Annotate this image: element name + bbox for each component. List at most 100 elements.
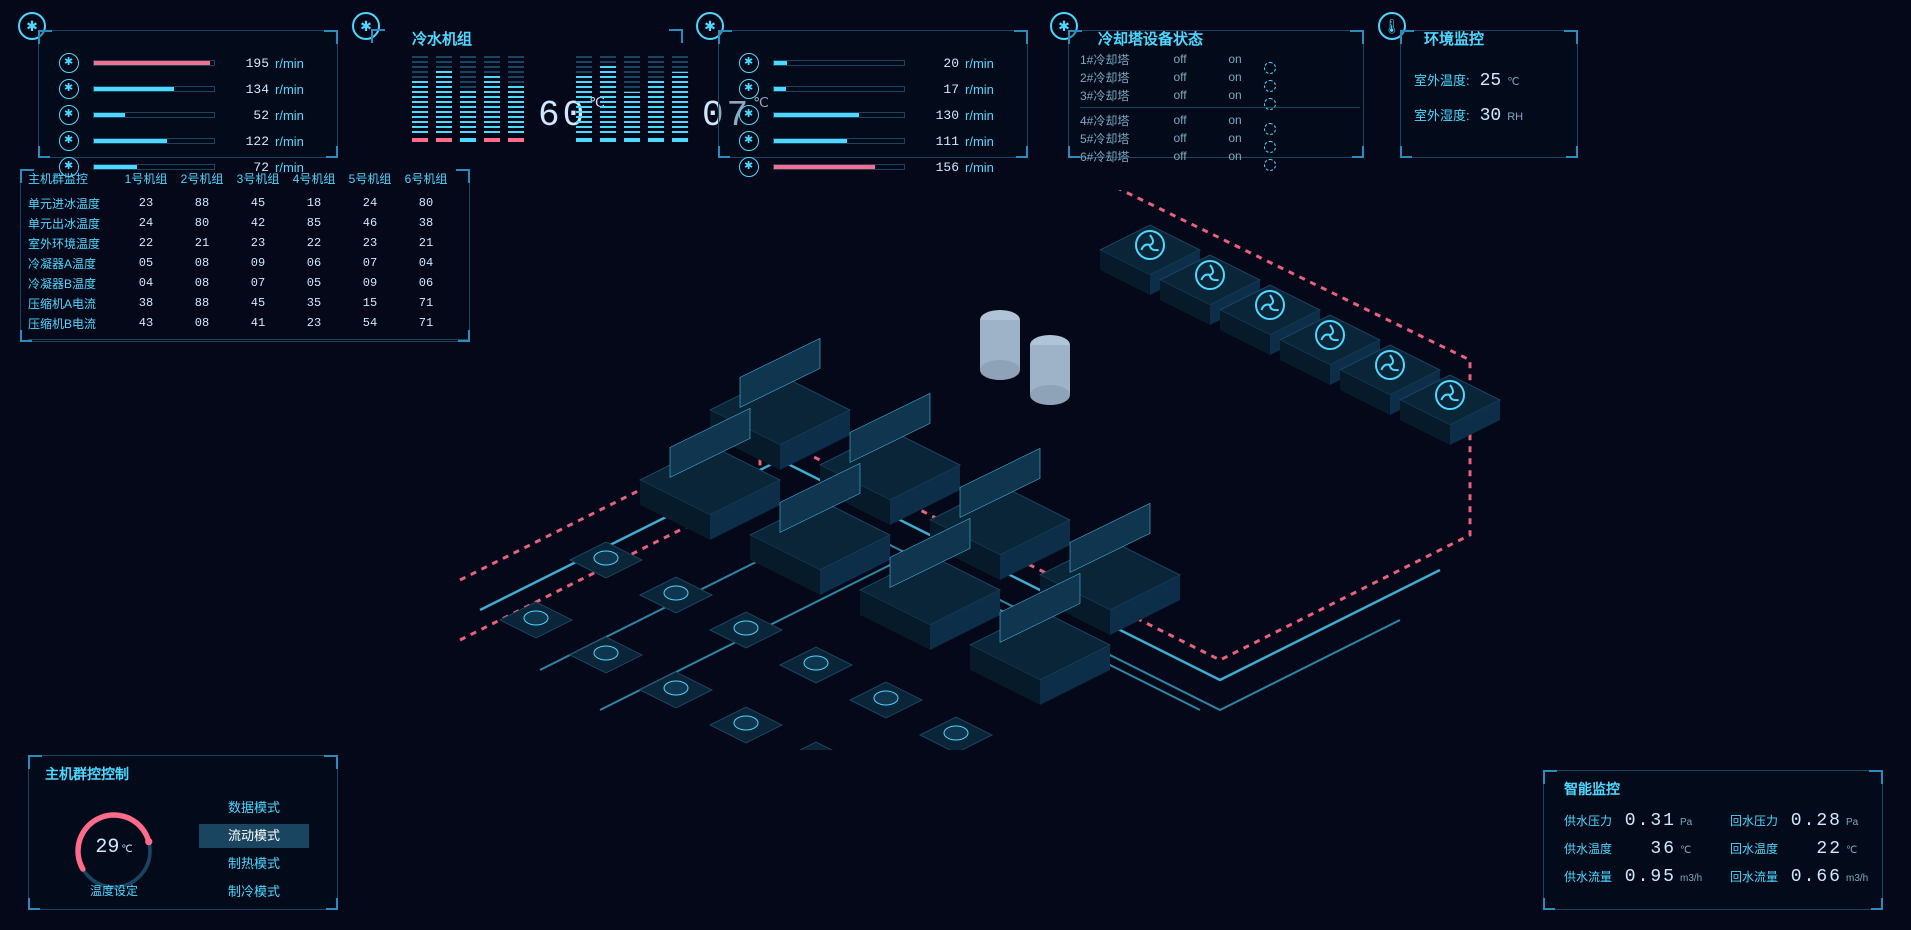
table-cell: 22 (118, 236, 174, 250)
tower-row: 5#冷却塔 off on (1080, 129, 1360, 147)
smart-item: 回水压力 0.28 Pa (1730, 811, 1876, 831)
fan-unit: r/min (275, 134, 317, 149)
fan-icon (739, 79, 759, 99)
tower-row: 6#冷却塔 off on (1080, 147, 1360, 165)
table-header: 主机群监控 (28, 170, 118, 187)
chiller-title: 冷水机组 (412, 28, 472, 49)
table-cell: 21 (174, 236, 230, 250)
tower-on[interactable]: on (1210, 70, 1260, 84)
smart-unit: Pa (1680, 817, 1710, 828)
table-cell: 05 (118, 256, 174, 270)
fan-icon (59, 131, 79, 151)
fan-unit: r/min (965, 134, 1007, 149)
smart-unit: m3/h (1680, 873, 1710, 884)
tower-off[interactable]: off (1150, 52, 1210, 66)
table-header: 3号机组 (230, 170, 286, 187)
smart-unit: ℃ (1846, 845, 1876, 856)
fan-icon (59, 79, 79, 99)
smart-value: 0.28 (1786, 811, 1842, 831)
table-cell: 80 (174, 216, 230, 230)
mode-button[interactable]: 制冷模式 (199, 880, 309, 904)
table-header: 6号机组 (398, 170, 454, 187)
fan-bar (773, 112, 905, 118)
fan-bar (773, 138, 905, 144)
fan-value: 130 (919, 108, 959, 123)
smart-value: 36 (1620, 839, 1676, 859)
gauge-value: 29 (95, 836, 119, 859)
fan-unit: r/min (275, 82, 317, 97)
fan-row: 52 r/min (59, 105, 317, 125)
smart-label: 供水压力 (1564, 812, 1620, 829)
row-label: 冷凝器A温度 (28, 255, 118, 272)
table-cell: 45 (230, 296, 286, 310)
fan-row: 17 r/min (739, 79, 1007, 99)
chiller-bar (412, 56, 428, 136)
env-row: 室外湿度: 30 RH (1414, 105, 1564, 126)
fan-value: 156 (919, 160, 959, 175)
chiller-bar (576, 56, 592, 136)
chiller-bar (648, 56, 664, 136)
table-cell: 09 (230, 256, 286, 270)
panel-smart: 智能监控 供水压力 0.31 Pa回水压力 0.28 Pa供水温度 36 ℃回水… (1543, 770, 1883, 910)
table-cell: 06 (286, 256, 342, 270)
smart-label: 回水压力 (1730, 812, 1786, 829)
tower-off[interactable]: off (1150, 149, 1210, 163)
tower-off[interactable]: off (1150, 131, 1210, 145)
tower-name: 6#冷却塔 (1080, 148, 1150, 165)
fan-bar (93, 60, 215, 66)
table-cell: 08 (174, 276, 230, 290)
tower-name: 2#冷却塔 (1080, 69, 1150, 86)
tower-on[interactable]: on (1210, 131, 1260, 145)
env-row: 室外温度: 25 ℃ (1414, 70, 1564, 91)
fan-unit: r/min (275, 108, 317, 123)
table-cell: 38 (118, 296, 174, 310)
fan-row: 111 r/min (739, 131, 1007, 151)
row-label: 单元出冰温度 (28, 215, 118, 232)
tower-on[interactable]: on (1210, 88, 1260, 102)
fan-value: 52 (229, 108, 269, 123)
table-cell: 23 (118, 196, 174, 210)
smart-title: 智能监控 (1564, 779, 1882, 799)
fan-value: 195 (229, 56, 269, 71)
smart-value: 0.95 (1620, 867, 1676, 887)
env-label: 室外湿度: (1414, 105, 1470, 124)
chiller-bar (672, 56, 688, 136)
row-label: 压缩机B电流 (28, 315, 118, 332)
mode-button[interactable]: 数据模式 (199, 796, 309, 820)
tower-off[interactable]: off (1150, 88, 1210, 102)
chiller-bar (508, 56, 524, 136)
temp-gauge[interactable]: 29℃ 温度设定 (69, 806, 159, 896)
tower-off[interactable]: off (1150, 70, 1210, 84)
chiller-bar (484, 56, 500, 136)
fan-value: 20 (919, 56, 959, 71)
table-cell: 23 (230, 236, 286, 250)
tower-on[interactable]: on (1210, 52, 1260, 66)
chiller-bar (624, 56, 640, 136)
table-cell: 08 (174, 256, 230, 270)
table-cell: 43 (118, 316, 174, 330)
env-value: 30 (1480, 106, 1502, 126)
tower-row: 4#冷却塔 off on (1080, 111, 1360, 129)
fan-unit: r/min (965, 56, 1007, 71)
fan-bar (93, 86, 215, 92)
table-cell: 22 (286, 236, 342, 250)
table-cell: 23 (286, 316, 342, 330)
env-unit: RH (1507, 111, 1523, 123)
tower-title: 冷却塔设备状态 (1098, 28, 1203, 49)
table-header: 2号机组 (174, 170, 230, 187)
table-cell: 18 (286, 196, 342, 210)
fan-unit: r/min (965, 82, 1007, 97)
fan-bar (773, 164, 905, 170)
tower-row: 1#冷却塔 off on (1080, 50, 1360, 68)
table-cell: 88 (174, 196, 230, 210)
smart-item: 供水温度 36 ℃ (1564, 839, 1710, 859)
tower-off[interactable]: off (1150, 113, 1210, 127)
tower-on[interactable]: on (1210, 113, 1260, 127)
chiller-bar (460, 56, 476, 136)
mode-button[interactable]: 流动模式 (199, 824, 309, 848)
table-header: 4号机组 (286, 170, 342, 187)
mode-button[interactable]: 制热模式 (199, 852, 309, 876)
tower-on[interactable]: on (1210, 149, 1260, 163)
chiller-bar (436, 56, 452, 136)
isometric-piping-diagram[interactable] (340, 190, 1540, 750)
